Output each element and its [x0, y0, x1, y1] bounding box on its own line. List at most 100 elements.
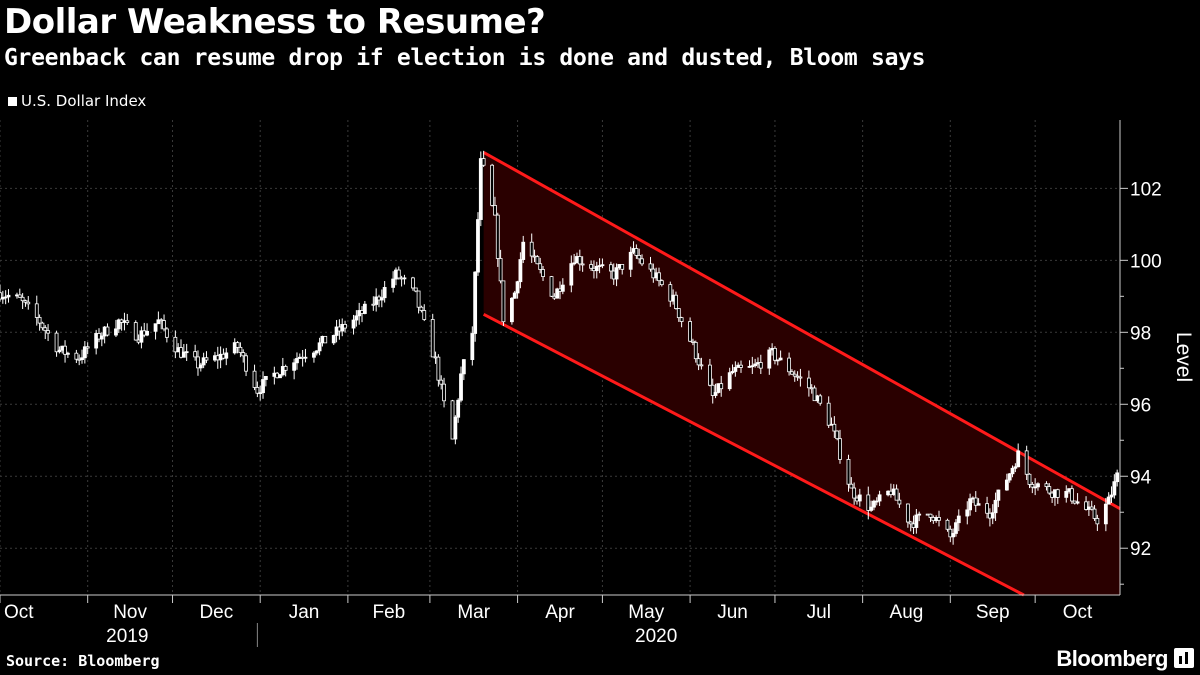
channel-upper-line [482, 151, 1121, 510]
candle-body [778, 357, 783, 361]
candle-body [897, 499, 902, 505]
candle-body [600, 264, 605, 267]
candle-body [1024, 450, 1029, 475]
candle-body [634, 248, 639, 256]
candle-body [173, 336, 178, 353]
candle-body [490, 164, 495, 206]
x-tick-label: Apr [545, 602, 575, 623]
candle-body [640, 258, 644, 265]
legend-label: U.S. Dollar Index [21, 92, 147, 110]
candle-body [521, 241, 526, 260]
candle-body [453, 416, 458, 440]
candle-body [283, 366, 288, 371]
candle-body [628, 251, 633, 270]
candle-body [1095, 518, 1100, 525]
candle-body [156, 319, 161, 325]
candle-body [252, 370, 257, 388]
candle-body [402, 277, 407, 280]
candle-body [153, 323, 158, 332]
candle-body [614, 267, 619, 280]
candle-body [278, 374, 282, 379]
candle-body [758, 362, 763, 369]
candle-body [224, 352, 229, 359]
candle-body [54, 332, 59, 353]
candle-body [846, 459, 851, 485]
chart-subtitle: Greenback can resume drop if election is… [4, 45, 926, 71]
candle-body [292, 362, 297, 371]
candle-body [609, 264, 613, 272]
candle-body [1106, 496, 1111, 505]
candle-body [0, 292, 2, 300]
candle-body [832, 423, 837, 432]
y-axis: 92 94 96 98 100 102 Level [1119, 120, 1195, 595]
candle-body [535, 256, 540, 265]
candle-body [23, 300, 28, 303]
candle-body [739, 364, 743, 368]
candle-body [659, 280, 664, 286]
chart-legend: U.S. Dollar Index [8, 92, 146, 110]
candle-body [74, 352, 79, 360]
candle-body [6, 294, 11, 298]
channel-fill [483, 152, 1120, 596]
candle-body [473, 271, 478, 334]
candle-body [255, 387, 260, 394]
candle-body [657, 272, 661, 282]
candle-body [877, 494, 882, 502]
candle-body [996, 489, 1001, 501]
x-tick-label: Oct [1063, 602, 1093, 623]
candle-body [696, 358, 701, 366]
candle-body [1070, 488, 1074, 502]
candle-body [125, 320, 130, 323]
candle-body [538, 263, 543, 270]
brand-logo: Bloomberg [1056, 646, 1168, 671]
candle-body [198, 364, 203, 369]
candle-body [917, 513, 922, 516]
candle-body [1044, 483, 1049, 487]
candle-body [580, 263, 585, 266]
channel-lower-line [482, 312, 1025, 597]
candle-body [529, 241, 534, 257]
candle-body [17, 294, 22, 298]
candle-body [719, 383, 724, 390]
candle-body [354, 315, 359, 321]
candle-body [973, 497, 978, 506]
candle-body [679, 317, 684, 322]
candle-body [512, 292, 517, 299]
candle-body [323, 335, 328, 344]
candle-body [419, 306, 424, 311]
candle-body [1004, 479, 1009, 491]
candle-body [422, 310, 427, 320]
candle-body [872, 500, 876, 508]
candle-body [727, 372, 732, 390]
y-axis-label: Level [1172, 332, 1195, 382]
source-note: Source: Bloomberg [6, 652, 160, 670]
candle-body [1033, 486, 1038, 489]
candle-body [818, 395, 823, 404]
candle-body [439, 379, 444, 385]
candle-body [258, 392, 263, 395]
y-tick-label: 96 [1130, 395, 1151, 416]
candle-body [693, 342, 698, 360]
candle-body [80, 357, 84, 361]
candle-body [713, 392, 718, 396]
candle-body [442, 383, 446, 402]
candle-body [555, 288, 560, 299]
candle-body [57, 349, 62, 353]
candle-body [238, 346, 243, 353]
candle-body [82, 346, 87, 359]
x-tick-label: Jul [807, 602, 831, 623]
candle-body [951, 533, 956, 538]
candle-body [1047, 486, 1052, 494]
y-tick-label: 94 [1130, 467, 1152, 488]
candle-body [181, 351, 186, 358]
candle-body [43, 327, 48, 332]
candle-body [430, 319, 435, 358]
candle-body [116, 319, 121, 330]
candle-body [411, 277, 415, 289]
candle-body [541, 269, 545, 277]
candle-body [857, 494, 862, 502]
candle-body [668, 284, 673, 302]
y-tick-label: 100 [1130, 251, 1162, 272]
candle-body [184, 351, 189, 354]
